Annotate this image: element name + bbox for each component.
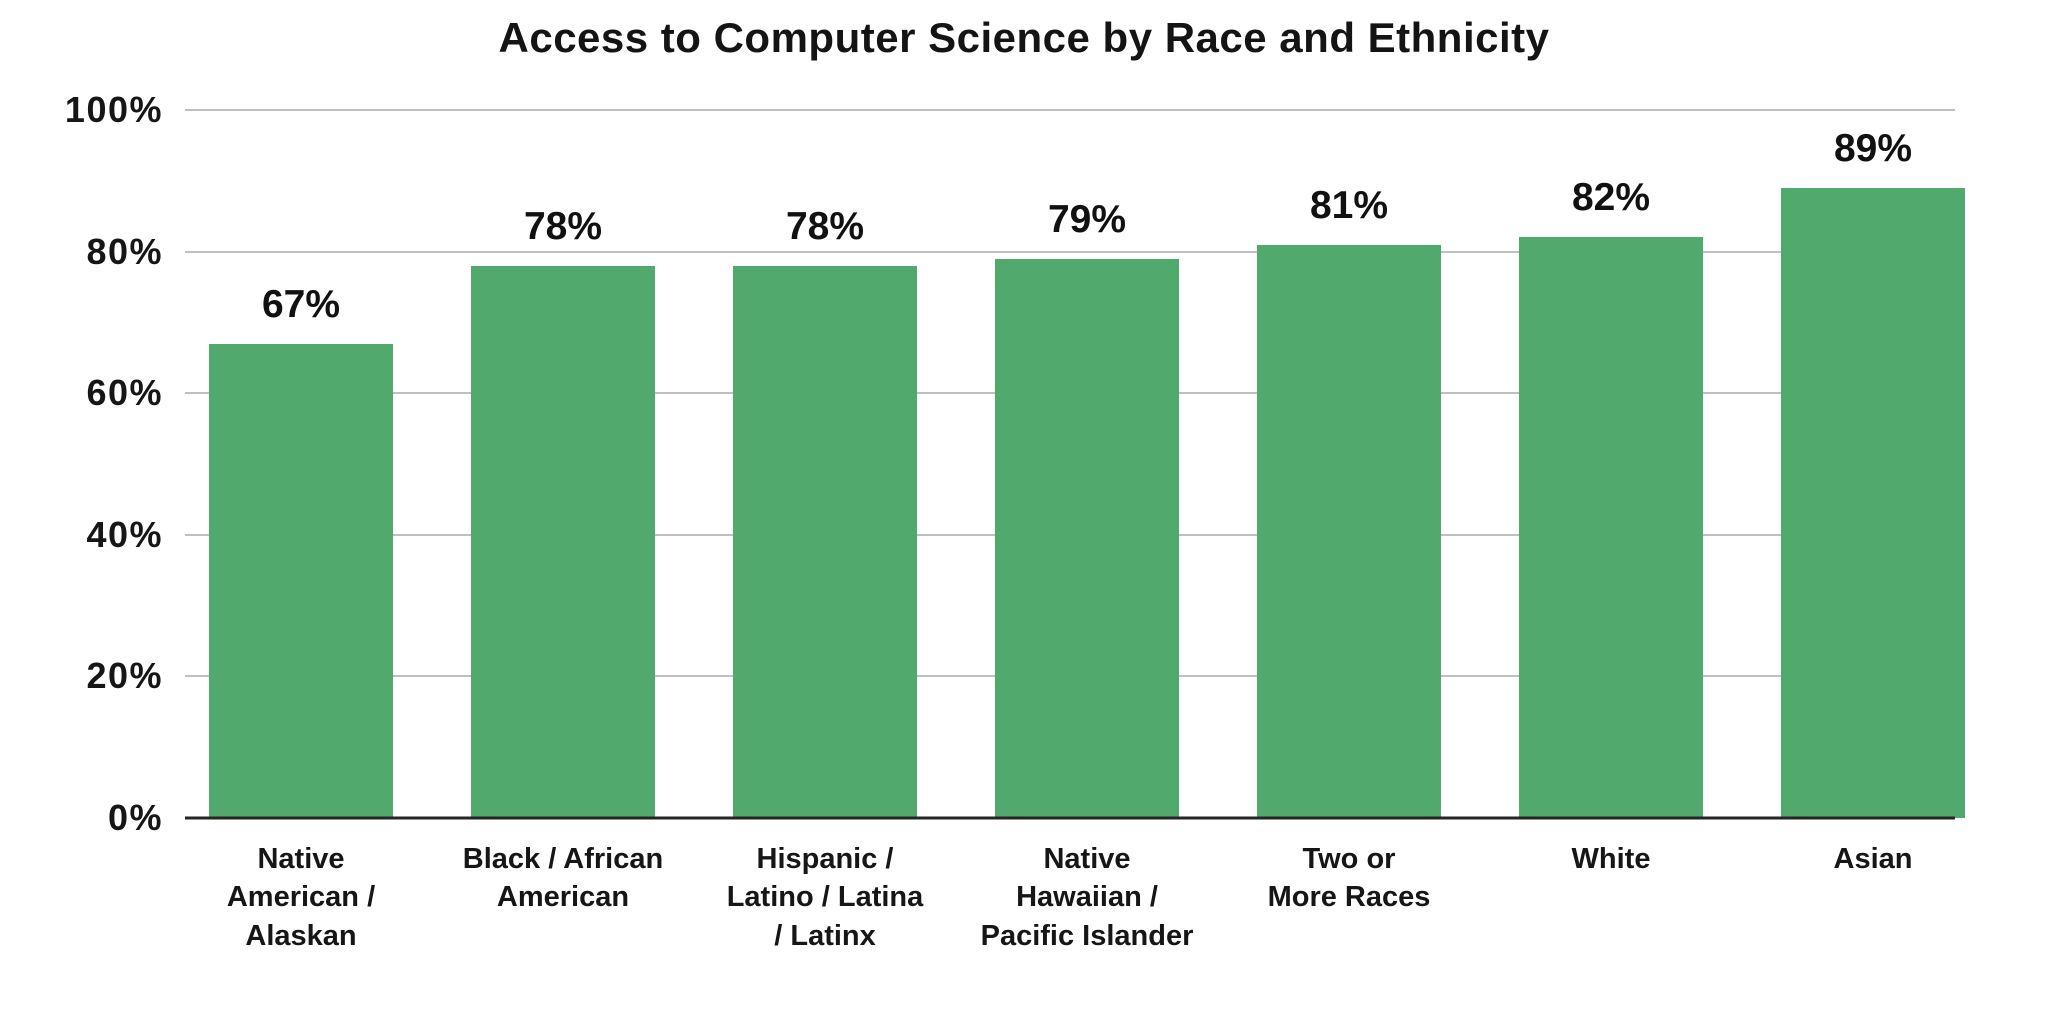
x-axis-baseline [185,816,1955,820]
bar-slot: 78% Hispanic / Latino / Latina / Latinx [694,110,956,952]
bar [1257,244,1441,818]
bar-value-label: 67% [261,282,341,326]
chart-title: Access to Computer Science by Race and E… [498,14,1550,61]
bar [1519,237,1703,818]
gridline [185,250,1955,253]
bar [995,258,1179,818]
bar-value-label: 78% [523,204,603,248]
bar-value-label: 89% [1833,126,1913,170]
bar-slot: 82% White [1480,110,1742,875]
bar-value-label: 82% [1571,176,1651,220]
bar-slot: 81% Two or More Races [1218,110,1480,913]
bars-container: 67% Native American / Alaskan 78% Black / A… [170,110,2004,952]
bar [733,265,917,818]
bar [1781,187,1965,818]
x-axis-label: Two or More Races [1267,843,1431,914]
bar-slot: 89% Asian [1742,110,2004,875]
gridline [185,109,1955,111]
bar-slot: 78% Black / African American [432,110,694,914]
bar-value-label: 81% [1309,183,1389,227]
x-axis-label: Hispanic / Latino / Latina / Latinx [726,843,924,952]
bar-value-label: 78% [785,204,865,248]
x-axis-label: White [1571,843,1651,875]
bar-value-label: 79% [1047,197,1127,241]
x-axis-label: Native American / Alaskan [226,843,376,952]
plot-area: 0% 20% 40% 60% 80% 100% 67% Native American / … [65,92,1965,952]
x-axis-label: Black / African American [462,843,664,914]
bar-slot: 79% Native Hawaiian / Pacific Islander [956,110,1218,952]
bar [209,343,393,818]
bar-slot: 67% Native American / Alaskan [170,110,432,952]
bar [471,265,655,818]
x-axis-label: Asian [1833,843,1913,875]
x-axis-label: Native Hawaiian / Pacific Islander [980,843,1194,952]
